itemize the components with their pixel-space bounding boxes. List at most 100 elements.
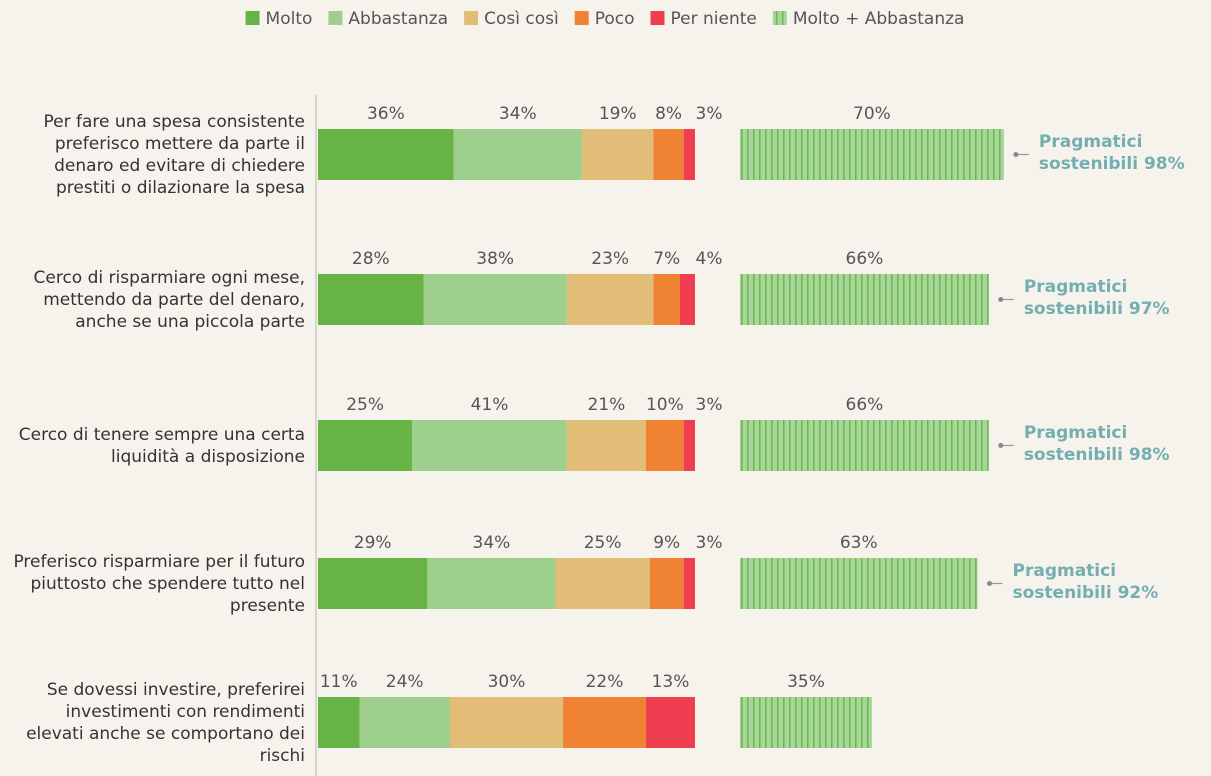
annotation-dot bbox=[987, 581, 993, 586]
annotation-dot bbox=[1013, 152, 1019, 157]
value-label: 35% bbox=[787, 672, 825, 692]
value-label: 25% bbox=[584, 533, 622, 553]
category-label-box: Per fare una spesa consistente preferisc… bbox=[43, 111, 305, 198]
value-label: 22% bbox=[586, 672, 624, 692]
bar-segment bbox=[359, 697, 450, 748]
bar-segment bbox=[318, 558, 428, 609]
legend-label: Per niente bbox=[670, 9, 756, 29]
bar-segment bbox=[449, 697, 564, 748]
bar-segment bbox=[555, 558, 650, 609]
value-label: 9% bbox=[653, 533, 680, 553]
legend-swatch bbox=[245, 11, 260, 25]
legend-item: Per niente bbox=[650, 9, 757, 29]
bar-segment bbox=[318, 129, 454, 180]
value-label: 19% bbox=[599, 104, 637, 124]
bar-segment bbox=[653, 274, 680, 325]
bar-segment bbox=[318, 274, 424, 325]
value-label: 4% bbox=[696, 249, 723, 269]
value-label: 25% bbox=[346, 395, 384, 415]
legend-label: Molto + Abbastanza bbox=[793, 9, 965, 29]
category-label: Cerco di tenere sempre una certa liquidi… bbox=[18, 424, 305, 467]
bar-segment bbox=[683, 129, 695, 180]
category-label: Preferisco risparmiare per il futuro piu… bbox=[13, 551, 305, 616]
value-label: 3% bbox=[696, 395, 723, 415]
value-label: 66% bbox=[846, 249, 884, 269]
legend-swatch bbox=[464, 11, 479, 25]
value-label: 70% bbox=[853, 104, 891, 124]
category-label-box: Cerco di risparmiare ogni mese, mettendo… bbox=[33, 267, 306, 332]
bar-segment bbox=[566, 274, 654, 325]
legend-swatch bbox=[574, 11, 589, 25]
bar-segment bbox=[423, 274, 567, 325]
bar-segment bbox=[679, 274, 695, 325]
category-label-box: Preferisco risparmiare per il futuro piu… bbox=[13, 551, 305, 616]
bar-segment bbox=[318, 697, 360, 748]
legend-label: Così così bbox=[484, 9, 559, 29]
legend-item: Molto bbox=[245, 9, 313, 29]
value-label: 7% bbox=[653, 249, 680, 269]
annotation-box: Pragmatici sostenibili 98% bbox=[1023, 422, 1170, 465]
bar-segment bbox=[683, 420, 695, 471]
annotation-dot bbox=[998, 297, 1004, 302]
value-label: 11% bbox=[320, 672, 358, 692]
annotation-box: Pragmatici sostenibili 98% bbox=[1038, 131, 1185, 174]
legend-item: Molto + Abbastanza bbox=[772, 9, 965, 29]
legend-item: Poco bbox=[574, 9, 635, 29]
legend-item: Abbastanza bbox=[328, 9, 448, 29]
value-label: 3% bbox=[696, 533, 723, 553]
annotation-box: Pragmatici sostenibili 97% bbox=[1023, 276, 1170, 319]
bar-segment bbox=[645, 697, 695, 748]
bar-segment bbox=[649, 558, 684, 609]
value-label: 13% bbox=[652, 672, 690, 692]
value-label: 34% bbox=[499, 104, 537, 124]
legend-label: Abbastanza bbox=[348, 9, 448, 29]
value-label: 10% bbox=[646, 395, 684, 415]
annotation: Pragmatici sostenibili 98% bbox=[1023, 422, 1170, 465]
total-bar bbox=[740, 558, 978, 609]
bar-segment bbox=[653, 129, 684, 180]
value-label: 41% bbox=[471, 395, 509, 415]
category-label: Per fare una spesa consistente preferisc… bbox=[43, 111, 305, 198]
category-label: Cerco di risparmiare ogni mese, mettendo… bbox=[33, 267, 306, 332]
value-label: 23% bbox=[591, 249, 629, 269]
value-label: 38% bbox=[476, 249, 514, 269]
category-label-box: Cerco di tenere sempre una certa liquidi… bbox=[18, 424, 305, 467]
value-label: 28% bbox=[352, 249, 390, 269]
legend-swatch bbox=[650, 11, 665, 25]
bar-segment bbox=[683, 558, 695, 609]
bar-segment bbox=[645, 420, 684, 471]
annotation-box: Pragmatici sostenibili 92% bbox=[1012, 560, 1159, 603]
total-bar bbox=[740, 697, 872, 748]
bar-segment bbox=[563, 697, 646, 748]
bar-segment bbox=[427, 558, 556, 609]
legend-swatch bbox=[772, 11, 787, 25]
bar-segment bbox=[581, 129, 654, 180]
annotation: Pragmatici sostenibili 97% bbox=[1023, 276, 1170, 319]
legend-item: Così così bbox=[464, 9, 559, 29]
value-label: 8% bbox=[655, 104, 682, 124]
value-label: 29% bbox=[354, 533, 392, 553]
total-bar bbox=[740, 129, 1004, 180]
category-label: Se dovessi investire, preferirei investi… bbox=[26, 679, 305, 766]
value-label: 24% bbox=[386, 672, 424, 692]
total-bar bbox=[740, 420, 989, 471]
bar-segment bbox=[453, 129, 582, 180]
category-label-box: Se dovessi investire, preferirei investi… bbox=[26, 679, 305, 766]
bar-segment bbox=[318, 420, 413, 471]
value-label: 30% bbox=[488, 672, 526, 692]
annotation: Pragmatici sostenibili 92% bbox=[1012, 560, 1159, 603]
value-label: 66% bbox=[846, 395, 884, 415]
annotation-dot bbox=[998, 443, 1004, 448]
legend-label: Poco bbox=[595, 9, 635, 29]
value-label: 63% bbox=[840, 533, 878, 553]
value-label: 34% bbox=[473, 533, 511, 553]
value-label: 3% bbox=[696, 104, 723, 124]
bar-segment bbox=[566, 420, 646, 471]
legend-swatch bbox=[328, 11, 343, 25]
value-label: 36% bbox=[367, 104, 405, 124]
legend-label: Molto bbox=[266, 9, 313, 29]
value-label: 21% bbox=[588, 395, 626, 415]
annotation: Pragmatici sostenibili 98% bbox=[1038, 131, 1185, 174]
total-bar bbox=[740, 274, 989, 325]
